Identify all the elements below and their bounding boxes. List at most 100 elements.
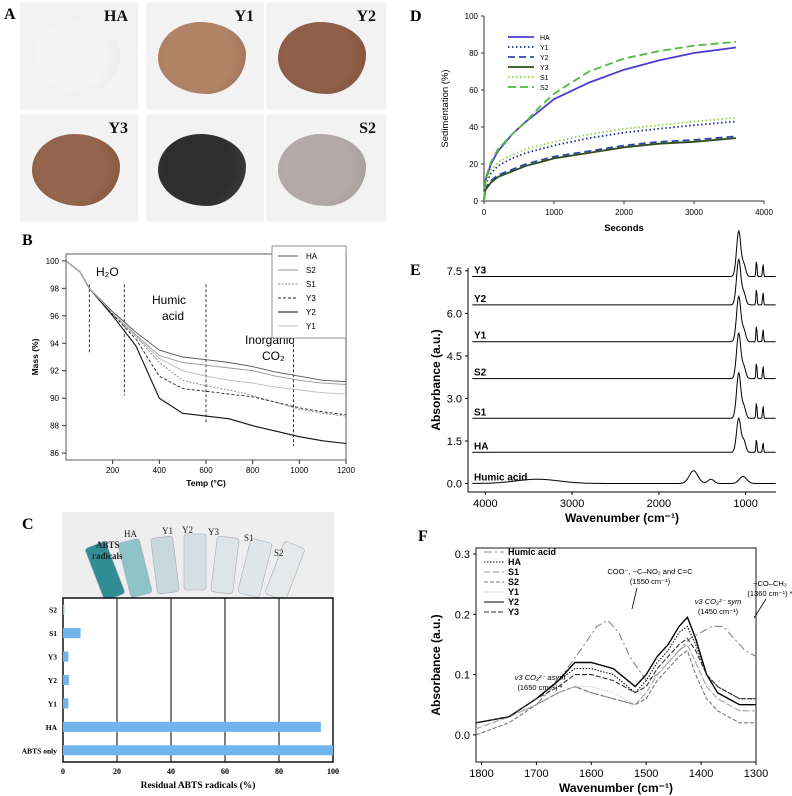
cuvette xyxy=(183,533,207,591)
photo-label: Y1 xyxy=(234,8,254,25)
legend-label-s2: S2 xyxy=(508,577,519,587)
annotation-arrow-coch3 xyxy=(753,598,767,619)
spectrum-y2 xyxy=(472,258,776,306)
cuvette-label-s2: S2 xyxy=(274,548,284,558)
x-tick-label: 1600 xyxy=(579,768,603,780)
x-axis-label: Residual ABTS radicals (%) xyxy=(141,780,256,791)
cuvette-label-abts1: ABTS xyxy=(96,540,120,550)
series-line-y1 xyxy=(483,120,737,202)
legend-label-ha: HA xyxy=(306,252,318,261)
legend-label-s2: S2 xyxy=(540,85,549,92)
powder-pile xyxy=(32,134,120,206)
panel-label-f: F xyxy=(418,528,428,545)
y-tick-label: 1.5 xyxy=(447,436,462,448)
y-tick-label: 100 xyxy=(46,257,60,266)
x-tick-label: 1000 xyxy=(290,466,308,475)
legend-label-s1: S1 xyxy=(508,567,519,577)
x-tick-label: 1700 xyxy=(524,768,548,780)
x-tick-label: 600 xyxy=(199,466,213,475)
y-tick-label: 0.3 xyxy=(455,549,470,561)
x-tick-label: 400 xyxy=(153,466,167,475)
spectrum-s1 xyxy=(472,371,776,419)
series-line-y2 xyxy=(475,615,756,724)
category-label: S1 xyxy=(49,629,57,638)
panel-label-d: D xyxy=(410,8,422,25)
x-tick-label: 800 xyxy=(246,466,260,475)
category-label: HA xyxy=(46,723,58,732)
series-line-s2 xyxy=(483,41,737,202)
legend-label-y1: Y1 xyxy=(508,587,519,597)
photo-y2: Y2 xyxy=(266,2,386,110)
trace-label-y3: Y3 xyxy=(474,266,487,277)
photo-label: Y2 xyxy=(356,8,376,25)
legend-label-ha: HA xyxy=(508,557,521,567)
legend-label-s1: S1 xyxy=(540,75,549,82)
category-label: ABTS only xyxy=(22,746,57,755)
series-line-s2 xyxy=(475,649,756,736)
annotation-v3-sym-wavenumber: (1450 cm⁻¹) xyxy=(698,607,739,616)
cuvette-label-s1: S1 xyxy=(244,533,254,543)
x-tick-label: 4000 xyxy=(755,208,773,217)
cuvette xyxy=(237,538,273,598)
category-label: Y2 xyxy=(48,676,57,685)
powder-pile xyxy=(278,22,366,94)
spectrum-y3 xyxy=(472,229,776,277)
series-line-y3 xyxy=(483,137,737,202)
panel-label-e: E xyxy=(410,262,421,279)
legend-label-s2: S2 xyxy=(306,266,316,275)
y-tick-label: 0.0 xyxy=(447,478,462,490)
series-line-y3 xyxy=(475,637,756,724)
y-tick-label: 40 xyxy=(469,123,478,132)
bar-s1 xyxy=(63,628,81,639)
x-tick-label: 1200 xyxy=(337,466,355,475)
y-tick-label: 98 xyxy=(50,284,59,293)
panel-label-b: B xyxy=(22,232,33,249)
cuvette xyxy=(150,535,180,595)
x-tick-label: 20 xyxy=(113,767,121,776)
photo-y1: Y1 xyxy=(146,2,264,110)
y-tick-label: 0.2 xyxy=(455,609,470,621)
series-line-y1 xyxy=(475,643,756,730)
annotation-coo-wavenumber: (1550 cm⁻¹) xyxy=(630,577,671,586)
panel-f-ftir-zoom-chart: 0.0 0.1 0.2 0.3 1800 1700 1600 1500 1400 1300 Wave… xyxy=(429,547,792,795)
trace-label-humic-acid: Humic acid xyxy=(474,472,527,483)
legend-label-y2: Y2 xyxy=(540,55,549,62)
panel-label-a: A xyxy=(4,6,16,23)
powder-pile xyxy=(158,22,246,94)
y-tick-label: 80 xyxy=(469,49,478,58)
legend-label-y2: Y2 xyxy=(508,597,519,607)
y-tick-label: 86 xyxy=(50,449,59,458)
x-tick-label: 1500 xyxy=(634,768,658,780)
photo-s1: S1 xyxy=(146,114,264,222)
x-tick-label: 1400 xyxy=(689,768,713,780)
panel-e-ftir-chart: 0.0 1.5 3.0 4.5 6.0 7.5 4000 3000 2000 1000 Wavenu… xyxy=(429,229,776,525)
y-tick-label: 94 xyxy=(50,339,59,348)
trace-label-y2: Y2 xyxy=(474,294,487,305)
y-tick-label: 20 xyxy=(469,160,478,169)
bar-ha xyxy=(63,721,321,732)
photo-y3: Y3 xyxy=(20,114,138,222)
legend-label-y1: Y1 xyxy=(540,45,549,52)
y-tick-label: 90 xyxy=(50,394,59,403)
annotation-co2: CO₂ xyxy=(262,349,285,363)
annotation-v3-sym: v3 CO₃²⁻ sym xyxy=(695,597,742,606)
x-tick-label: 0 xyxy=(482,208,487,217)
x-tick-label: 80 xyxy=(275,767,283,776)
cuvette xyxy=(265,541,305,598)
annotation-v3-asym-wavenumber: (1650 cm⁻¹) * xyxy=(517,683,562,692)
series-line-y2 xyxy=(483,135,737,202)
y-tick-label: 4.5 xyxy=(447,351,462,363)
trace-label-ha: HA xyxy=(474,441,488,452)
plot-frame xyxy=(475,547,757,763)
photo-label: S1 xyxy=(237,120,254,137)
x-tick-label: 1800 xyxy=(469,768,493,780)
legend-label-y3: Y3 xyxy=(306,294,316,303)
annotation-acid: acid xyxy=(162,309,184,323)
x-tick-label: 100 xyxy=(327,767,339,776)
x-tick-label: 40 xyxy=(167,767,175,776)
y-axis-label: Absorbance (a.u.) xyxy=(429,614,443,715)
category-label: Y3 xyxy=(48,653,57,662)
spectrum-s2 xyxy=(472,331,776,380)
y-axis-label: Mass (%) xyxy=(30,338,40,375)
